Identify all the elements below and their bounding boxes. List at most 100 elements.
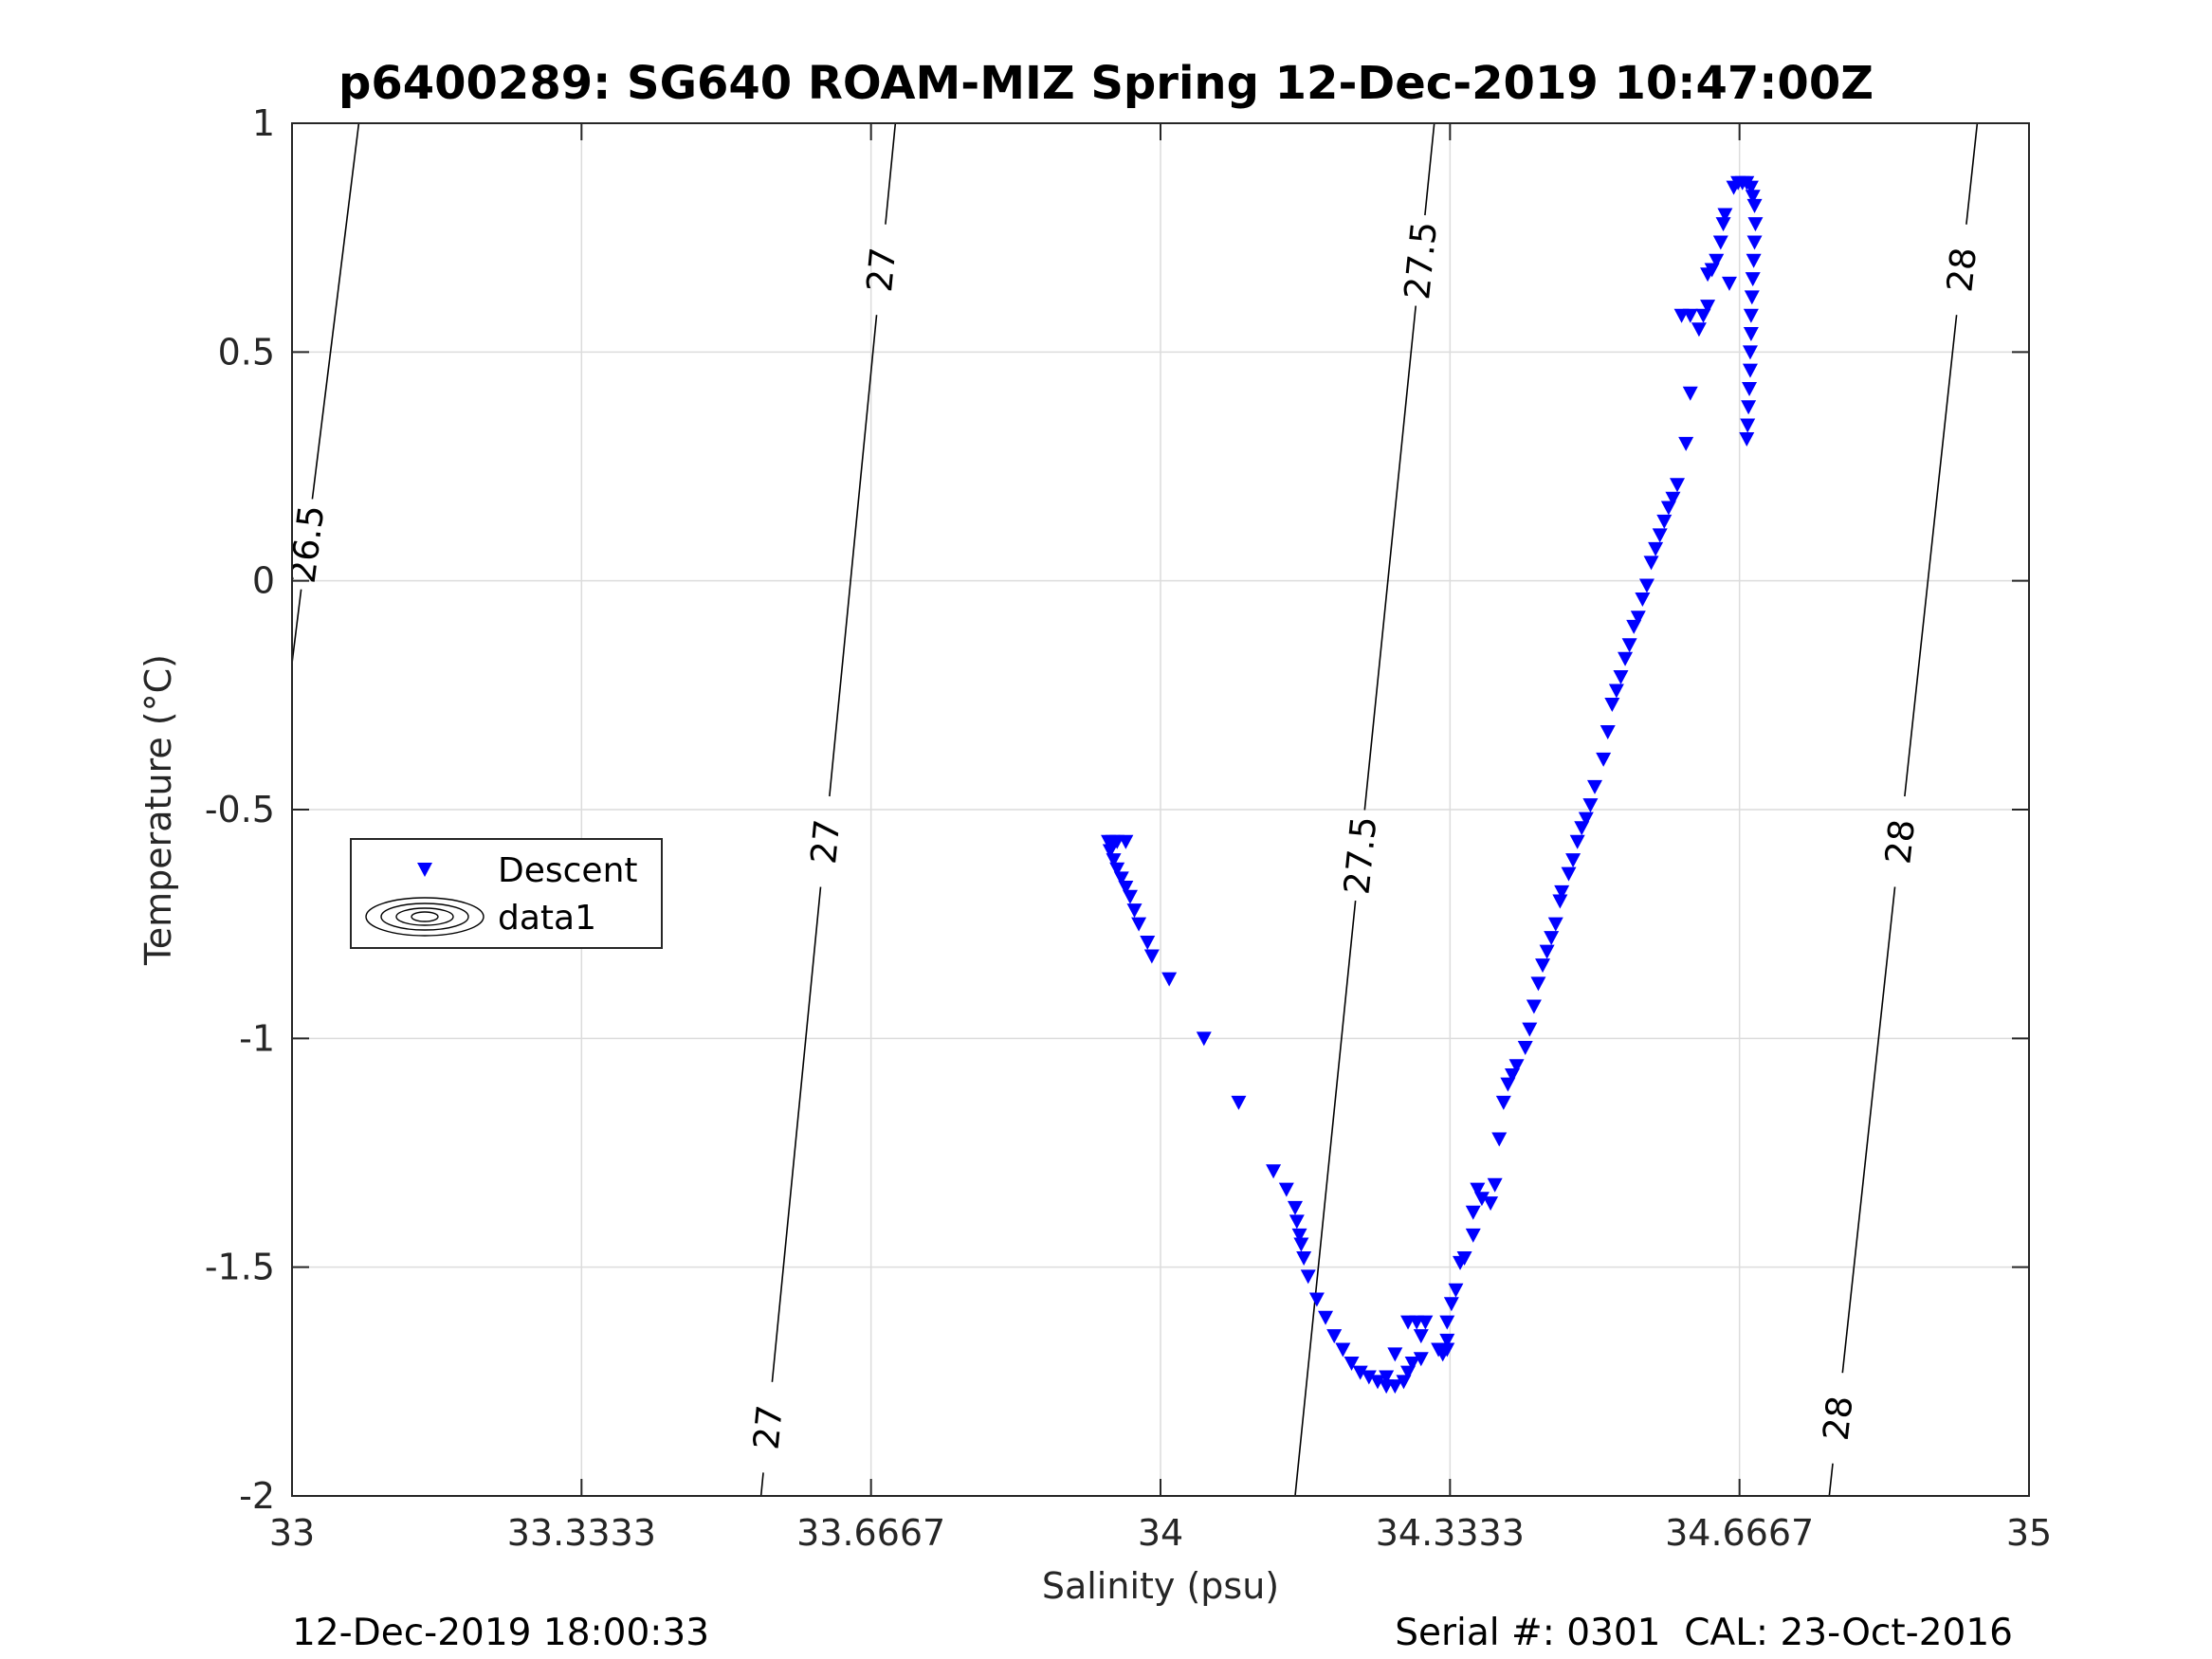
descent-point xyxy=(1746,198,1763,213)
contour-line xyxy=(1363,305,1417,811)
descent-point xyxy=(1682,308,1698,323)
descent-point xyxy=(1582,798,1599,813)
descent-point xyxy=(1648,541,1664,556)
descent-point xyxy=(1465,1205,1481,1220)
descent-point xyxy=(1140,935,1156,950)
descent-point xyxy=(1417,1315,1434,1330)
descent-point xyxy=(1741,400,1757,415)
x-tick-label: 34.6667 xyxy=(1665,1512,1814,1554)
descent-point xyxy=(1578,811,1594,827)
contour-label: 27 xyxy=(746,1403,791,1451)
contour-label: 27 xyxy=(859,246,904,294)
descent-point xyxy=(1712,235,1728,250)
legend-contour-marker xyxy=(395,907,454,926)
descent-point xyxy=(1743,308,1759,323)
x-tick-label: 34 xyxy=(1138,1512,1183,1554)
descent-point xyxy=(1118,881,1134,896)
descent-point xyxy=(1143,949,1160,964)
descent-point xyxy=(1665,491,1681,506)
descent-point xyxy=(1678,436,1694,451)
descent-point xyxy=(1539,944,1555,959)
y-tick-label: -1 xyxy=(239,1017,275,1059)
contour-label: 27 xyxy=(803,817,848,866)
descent-point xyxy=(1717,208,1733,223)
contour-line xyxy=(1841,886,1896,1374)
descent-point xyxy=(1196,1031,1212,1047)
contour-label: 28 xyxy=(1877,817,1923,866)
descent-point xyxy=(1266,1164,1282,1179)
descent-point xyxy=(1604,697,1620,712)
footer-timestamp: 12-Dec-2019 18:00:33 xyxy=(292,1612,710,1654)
descent-point xyxy=(1652,528,1668,543)
contour-line xyxy=(1828,1463,1834,1496)
contour-line xyxy=(292,589,302,664)
descent-point xyxy=(1638,578,1654,593)
descent-point xyxy=(1544,931,1560,946)
descent-point xyxy=(1682,386,1698,401)
descent-point xyxy=(1643,556,1659,571)
legend-box xyxy=(350,838,663,949)
descent-series xyxy=(1101,175,1764,1395)
descent-point xyxy=(1635,592,1651,607)
descent-point xyxy=(1326,1329,1343,1344)
x-tick-label: 35 xyxy=(2006,1512,2052,1554)
descent-point xyxy=(1745,190,1761,205)
contour-line xyxy=(829,315,878,797)
descent-point xyxy=(1746,235,1763,250)
descent-point xyxy=(1443,1297,1459,1312)
contour-label: 27.5 xyxy=(1397,220,1445,301)
descent-point xyxy=(1352,1365,1368,1380)
y-tick-label: -1.5 xyxy=(205,1247,275,1288)
x-axis-ticks: 33 33.3333 33.6667 34 34.3333 34.6667 35 xyxy=(269,123,2052,1554)
descent-point xyxy=(1745,272,1761,287)
descent-point xyxy=(1565,853,1581,868)
grid-lines xyxy=(291,122,2030,1497)
x-tick-label: 34.3333 xyxy=(1376,1512,1525,1554)
descent-point xyxy=(1113,871,1129,886)
descent-point xyxy=(1413,1352,1429,1367)
descent-point xyxy=(1561,866,1577,882)
legend-contour-marker xyxy=(380,902,469,931)
descent-point xyxy=(1291,1228,1307,1243)
descent-point xyxy=(1608,684,1624,699)
descent-point xyxy=(1387,1347,1403,1362)
descent-point xyxy=(1600,724,1616,739)
descent-point xyxy=(1293,1237,1309,1252)
descent-point xyxy=(1530,976,1546,992)
descent-point xyxy=(1747,217,1764,232)
descent-point xyxy=(1231,1095,1247,1110)
x-tick-label: 33.3333 xyxy=(507,1512,656,1554)
descent-point xyxy=(1596,752,1612,767)
footer-serial-cal: Serial #: 0301 CAL: 23-Oct-2016 xyxy=(1395,1612,2013,1654)
descent-point xyxy=(1296,1251,1312,1267)
contour-line xyxy=(1424,123,1435,216)
descent-point xyxy=(1618,651,1634,666)
descent-point xyxy=(1508,1059,1525,1074)
descent-point xyxy=(1670,478,1686,493)
y-tick-label: -2 xyxy=(239,1475,275,1517)
y-tick-label: -0.5 xyxy=(205,789,275,830)
descent-point xyxy=(1743,180,1759,195)
chart-title: p6400289: SG640 ROAM-MIZ Spring 12-Dec-2… xyxy=(338,57,1874,110)
descent-point xyxy=(1569,834,1585,849)
legend-contour-marker xyxy=(365,897,484,937)
contour-line xyxy=(1965,123,1979,225)
descent-point xyxy=(1742,345,1758,360)
descent-point xyxy=(1721,276,1737,291)
contour-line xyxy=(771,886,822,1382)
descent-point xyxy=(1547,917,1563,932)
descent-point xyxy=(1742,381,1758,396)
contour-label: 28 xyxy=(1816,1394,1861,1442)
y-tick-label: 0 xyxy=(252,560,275,602)
contour-line xyxy=(885,123,897,225)
x-tick-label: 33 xyxy=(269,1512,315,1554)
descent-point xyxy=(1552,894,1568,909)
descent-point xyxy=(1344,1357,1360,1372)
descent-point xyxy=(1109,862,1125,877)
contour-line xyxy=(1294,900,1357,1496)
descent-point xyxy=(1118,834,1134,849)
descent-point xyxy=(1122,889,1138,904)
descent-point xyxy=(1746,253,1762,268)
legend-data1-label: data1 xyxy=(498,899,596,938)
descent-point xyxy=(1621,638,1637,653)
